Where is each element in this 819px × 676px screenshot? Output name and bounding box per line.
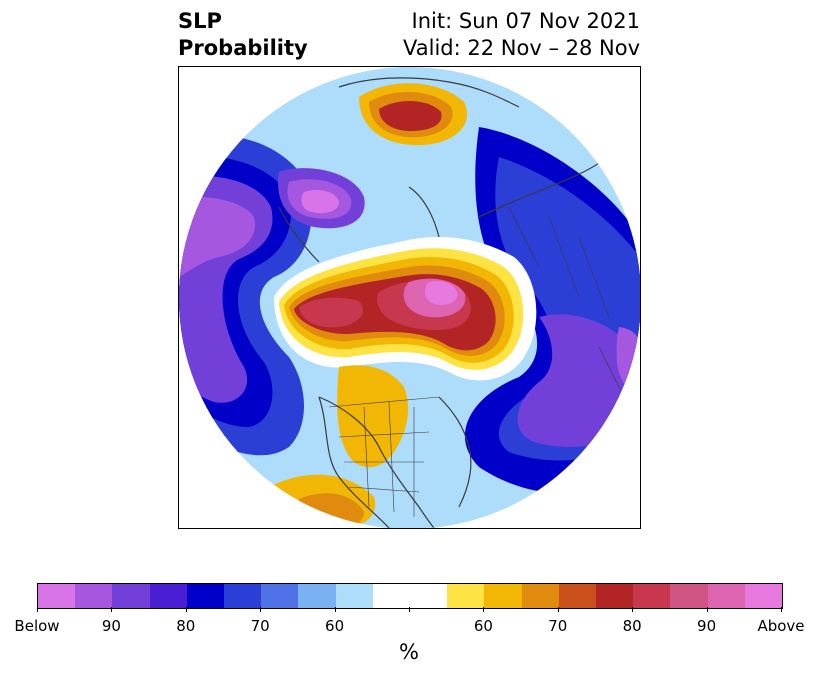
colorbar-tick-label: Above (757, 617, 805, 635)
colorbar-swatch (633, 584, 671, 608)
coastlines (278, 77, 620, 528)
colorbar-tick (185, 607, 187, 612)
map-panel (178, 66, 641, 529)
colorbar-tick (260, 607, 262, 612)
valid-range: Valid: 22 Nov – 28 Nov (403, 36, 640, 60)
colorbar-tick (409, 607, 410, 612)
colorbar-tick (334, 607, 336, 612)
colorbar-swatch (335, 584, 373, 608)
colorbar-swatch (447, 584, 485, 608)
colorbar-swatch (744, 584, 783, 608)
colorbar-swatch (521, 584, 559, 608)
colorbar-swatch (261, 584, 299, 608)
colorbar-tick (37, 607, 38, 612)
colorbar-units: % (399, 640, 419, 664)
colorbar-swatch (596, 584, 634, 608)
colorbar-swatch (707, 584, 745, 608)
colorbar-swatch (410, 584, 448, 608)
colorbar-swatch (186, 584, 225, 608)
colorbar-swatch (298, 584, 336, 608)
colorbar-swatch (372, 584, 411, 608)
colorbar-swatch (558, 584, 597, 608)
colorbar (37, 583, 783, 609)
map-title: SLP Probability (178, 8, 308, 62)
map-dates: Init: Sun 07 Nov 2021 Valid: 22 Nov – 28… (403, 8, 640, 62)
colorbar-tick-label: 70 (250, 617, 270, 635)
colorbar-tick-label: 90 (697, 617, 717, 635)
title-variable: SLP (178, 9, 222, 33)
colorbar-swatch (484, 584, 522, 608)
colorbar-swatch (670, 584, 708, 608)
colorbar-tick (781, 607, 782, 612)
country-borders (328, 206, 630, 517)
colorbar-tick (557, 607, 559, 612)
colorbar-swatch (38, 584, 76, 608)
colorbar-tick-label: 60 (325, 617, 345, 635)
colorbar-swatch (112, 584, 150, 608)
colorbar-tick (632, 607, 634, 612)
probability-map (179, 67, 640, 528)
title-field: Probability (178, 36, 308, 60)
colorbar-tick-label: 90 (101, 617, 121, 635)
colorbar-swatch (75, 584, 113, 608)
colorbar-tick (706, 607, 708, 612)
colorbar-swatch (224, 584, 262, 608)
colorbar-tick (483, 607, 485, 612)
colorbar-tick-label: Below (14, 617, 60, 635)
colorbar-tick-label: 70 (548, 617, 568, 635)
colorbar-tick-label: 80 (622, 617, 642, 635)
colorbar-tick-label: 60 (473, 617, 493, 635)
colorbar-tick (111, 607, 113, 612)
colorbar-tick-label: 80 (176, 617, 196, 635)
colorbar-swatch (149, 584, 187, 608)
init-date: Init: Sun 07 Nov 2021 (411, 9, 640, 33)
